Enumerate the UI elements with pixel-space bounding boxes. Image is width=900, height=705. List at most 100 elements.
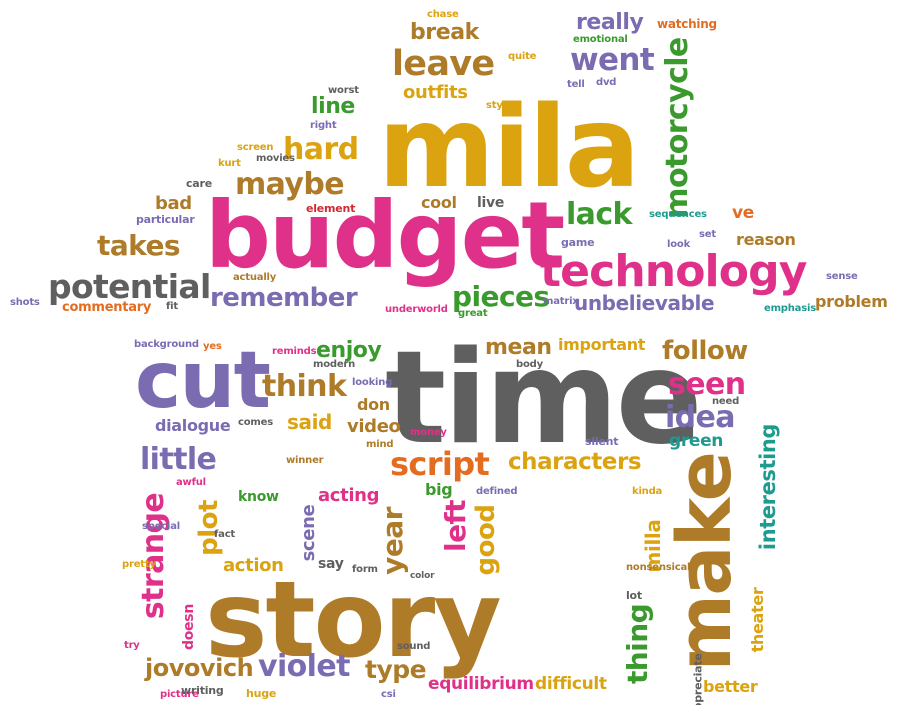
word-video: video <box>347 416 401 437</box>
word-emphasis: underworld <box>385 304 448 315</box>
word-don: don <box>357 395 390 414</box>
word-left: left <box>439 500 472 552</box>
word-dialogue: dialogue <box>155 416 231 435</box>
word-sense: look <box>667 239 691 250</box>
word-follow: follow <box>662 336 748 366</box>
word-didn: appreciate <box>691 653 705 705</box>
word-modern: background <box>134 339 199 350</box>
word-tell: tell <box>567 79 585 90</box>
word-writing: try <box>124 640 140 651</box>
word-color: special <box>142 521 181 532</box>
word-reason: reason <box>736 230 796 249</box>
word-interesting: interesting <box>755 423 780 551</box>
word-lot: defined <box>476 486 518 497</box>
vertical-fit: underworld <box>693 157 703 173</box>
word-potential: potential <box>48 267 211 306</box>
word-jovovich: jovovich <box>145 654 254 682</box>
word-line: line <box>311 94 355 119</box>
word-particular: element <box>306 202 356 215</box>
word-doesn: doesn <box>181 603 197 651</box>
word-form: fact <box>214 529 236 540</box>
vertical-game: sense <box>653 224 663 258</box>
vertical-motorcycle: motorcycle <box>660 33 695 223</box>
word-technology: technology <box>540 246 807 297</box>
word-worst: worst <box>328 85 359 96</box>
word-live: live <box>477 195 505 211</box>
word-yes: matrix <box>543 296 579 307</box>
word-mean: mean <box>485 335 552 360</box>
word-care: kurt <box>218 158 241 169</box>
word-say: say <box>318 556 344 572</box>
vertical-strange: strange <box>136 486 171 626</box>
word-year: year <box>376 507 409 575</box>
word-ve: ve <box>732 203 754 223</box>
word-idea: idea <box>665 400 736 435</box>
word-really: really <box>576 10 644 35</box>
word-know: know <box>238 489 279 505</box>
vertical-style: style <box>368 79 378 115</box>
word-green: green <box>669 431 724 451</box>
word-equilibrium: equilibrium <box>428 674 534 694</box>
word-kinda: form <box>352 564 378 575</box>
word-break: break <box>410 20 479 45</box>
word-strange: strange <box>136 492 171 620</box>
word-awful: silent <box>585 435 619 448</box>
word-fact: need <box>712 396 740 407</box>
word-important: important <box>558 335 646 354</box>
word-went: went <box>570 42 655 78</box>
word-said: said <box>287 410 332 434</box>
word-think: think <box>262 369 347 404</box>
vertical-year: year <box>376 505 409 577</box>
word-script: script <box>390 445 490 483</box>
word-defined: pretty <box>122 559 156 570</box>
word-plot: plot <box>194 500 224 556</box>
vertical-left: left <box>439 496 472 556</box>
word-pretty: awful <box>176 477 206 488</box>
word-winner: money <box>410 427 447 438</box>
word-matrix: fit <box>166 301 178 312</box>
word-moments: huge <box>246 687 277 700</box>
word-enjoy: enjoy <box>316 338 382 363</box>
word-problem: problem <box>815 292 888 311</box>
word-body: yes <box>203 341 222 352</box>
word-watching: watching <box>657 17 717 31</box>
word-budget: budget <box>205 182 565 289</box>
word-lack: lack <box>566 197 632 232</box>
word-pieces: pieces <box>452 280 550 313</box>
word-comes: modern <box>313 359 356 370</box>
word-action: action <box>223 555 284 576</box>
word-hard: hard <box>283 132 359 167</box>
word-quite: quite <box>508 51 537 62</box>
word-actually: game <box>561 236 595 249</box>
word-dvd: dvd <box>596 77 617 88</box>
word-violet: violet <box>258 649 350 684</box>
word-special: winner <box>286 455 324 466</box>
word-theater: theater <box>748 587 767 653</box>
vertical-good: good <box>471 504 501 576</box>
word-seen: seen <box>668 367 746 402</box>
word-emotional: emotional <box>573 34 628 45</box>
word-money: looking <box>352 377 393 388</box>
word-bad: bad <box>155 193 192 214</box>
word-background: great <box>458 308 488 319</box>
word-scene: scene <box>298 504 319 562</box>
word-thing: thing <box>621 603 654 685</box>
vertical-interesting: interesting <box>755 422 780 552</box>
word-element: care <box>186 177 212 190</box>
word-commentary: commentary <box>62 300 152 315</box>
vertical-doesn: doesn <box>181 602 197 652</box>
word-story: story <box>205 559 502 681</box>
word-try: kinda <box>632 486 663 497</box>
word-screen: right <box>310 120 337 131</box>
word-time: time <box>385 324 703 473</box>
word-chase: chase <box>427 9 459 20</box>
word-looking: reminds <box>272 346 317 357</box>
vertical-plot: plot <box>194 499 224 557</box>
vertical-didn: appreciate <box>692 653 705 705</box>
word-remember: remember <box>210 283 358 313</box>
word-unbelievable: unbelievable <box>574 291 715 315</box>
word-good: good <box>471 504 501 576</box>
word-cut: cut <box>135 336 271 426</box>
word-mind: body <box>516 359 543 370</box>
